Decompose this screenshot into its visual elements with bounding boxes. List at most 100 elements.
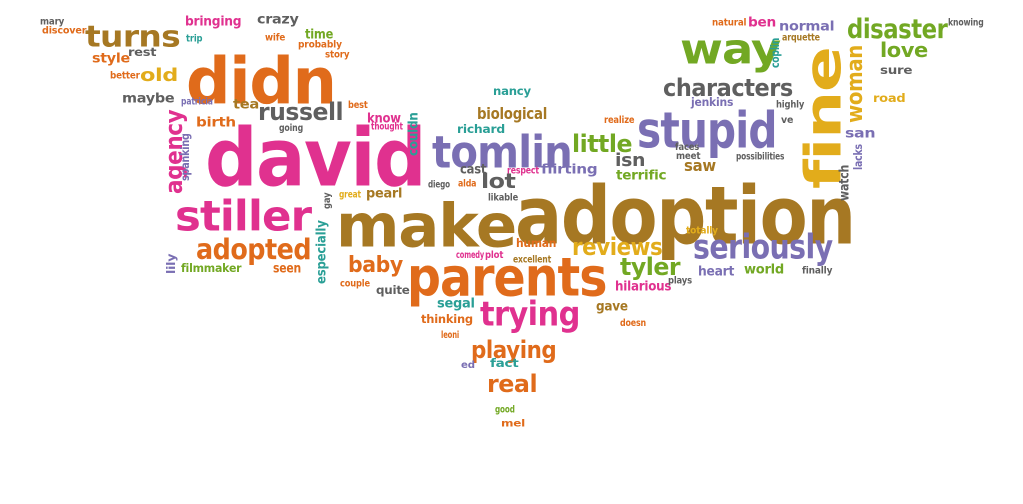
cloud-word: cast [460,161,487,177]
cloud-word: doesn [620,318,647,329]
cloud-word: watch [836,164,852,201]
cloud-word: thought [371,121,403,132]
cloud-word: flirting [541,161,598,177]
cloud-word: ve [781,115,794,126]
cloud-word: alda [458,178,477,189]
cloud-word: highly [776,99,805,110]
cloud-word: heart [698,263,735,279]
cloud-word: coplin [768,37,782,68]
cloud-word: lot [481,170,516,193]
cloud-word: adoption [515,169,856,263]
cloud-word: world [744,261,784,277]
cloud-word: natural [712,17,747,28]
cloud-word: normal [779,18,835,34]
cloud-word: david [205,111,427,205]
cloud-word: meet [676,151,701,162]
cloud-word: playing [471,336,557,364]
cloud-word: style [92,50,130,66]
cloud-word: faces [675,142,700,153]
cloud-word: plot [485,250,504,261]
cloud-word: birth [196,114,236,130]
cloud-word: old [140,65,178,86]
cloud-word: gave [596,298,628,314]
cloud-word: realize [604,115,635,126]
cloud-word: san [845,125,876,141]
cloud-word: real [487,370,538,398]
cloud-word: russell [258,98,344,126]
cloud-word: hilarious [615,278,672,294]
cloud-word: mel [501,418,526,429]
cloud-word: spanking [178,133,192,181]
cloud-word: best [348,100,368,111]
cloud-word: excellent [513,254,552,265]
cloud-word: love [880,39,928,62]
cloud-word: pearl [366,185,403,201]
cloud-word: knowing [948,17,984,28]
cloud-word: maybe [122,90,175,106]
cloud-word: know [367,110,401,126]
cloud-word: parents [407,246,608,309]
cloud-word: discover [42,25,87,36]
cloud-word: sure [880,63,913,77]
cloud-word: saw [684,156,716,175]
cloud-word: finally [802,265,833,276]
cloud-word: fact [490,356,519,370]
cloud-word: respect [507,165,539,176]
cloud-word: likable [488,192,519,203]
cloud-word: didn [186,44,337,119]
cloud-word: stupid [637,102,777,160]
cloud-word: tea [233,96,260,112]
cloud-word: seriously [693,228,833,267]
cloud-word: nancy [493,84,531,98]
cloud-word: especially [313,220,329,284]
cloud-word: trying [480,295,580,334]
cloud-word: great [339,189,361,200]
cloud-word: trip [186,33,203,44]
cloud-word: baby [348,253,403,278]
cloud-word: reviews [572,233,663,261]
cloud-word: stiller [175,192,312,241]
cloud-word: story [325,49,350,60]
cloud-word: totally [686,225,718,236]
cloud-word: segal [437,295,475,311]
cloud-word: biological [477,104,548,123]
cloud-word: bringing [185,13,242,29]
cloud-word: characters [663,74,793,102]
cloud-word: turns [85,20,181,54]
cloud-word: human [516,236,557,250]
cloud-word: make [336,191,517,261]
cloud-word: patricia [181,96,213,107]
cloud-word: lily [164,253,178,274]
cloud-word: probably [298,39,342,50]
cloud-word: plays [668,275,692,286]
cloud-word: possibilities [736,151,785,162]
cloud-word: arquette [782,32,820,43]
cloud-word: better [110,70,140,81]
cloud-word: thinking [421,312,473,326]
cloud-word: rest [128,45,157,59]
cloud-word: ed [461,360,475,371]
cloud-word: crazy [257,11,299,27]
cloud-word: seen [273,260,301,276]
cloud-word: adopted [196,233,312,266]
cloud-word: tomlin [432,126,573,178]
cloud-word: wife [265,32,286,43]
cloud-word: disaster [847,15,948,45]
cloud-word: road [873,91,906,105]
cloud-word: filmmaker [181,261,242,275]
cloud-word: couldn [405,112,421,156]
cloud-word: comedy [456,250,485,261]
cloud-word: time [305,26,334,42]
cloud-word: diego [428,179,450,190]
cloud-word: tyler [620,253,681,281]
cloud-word: isn [615,150,646,171]
cloud-word: good [495,404,515,415]
cloud-word: mary [40,16,65,27]
cloud-word: couple [340,278,370,289]
cloud-word: richard [457,122,505,136]
cloud-word: jenkins [691,95,734,109]
cloud-word: quite [376,283,410,297]
cloud-word: ben [748,14,777,30]
cloud-word: leoni [441,330,460,341]
